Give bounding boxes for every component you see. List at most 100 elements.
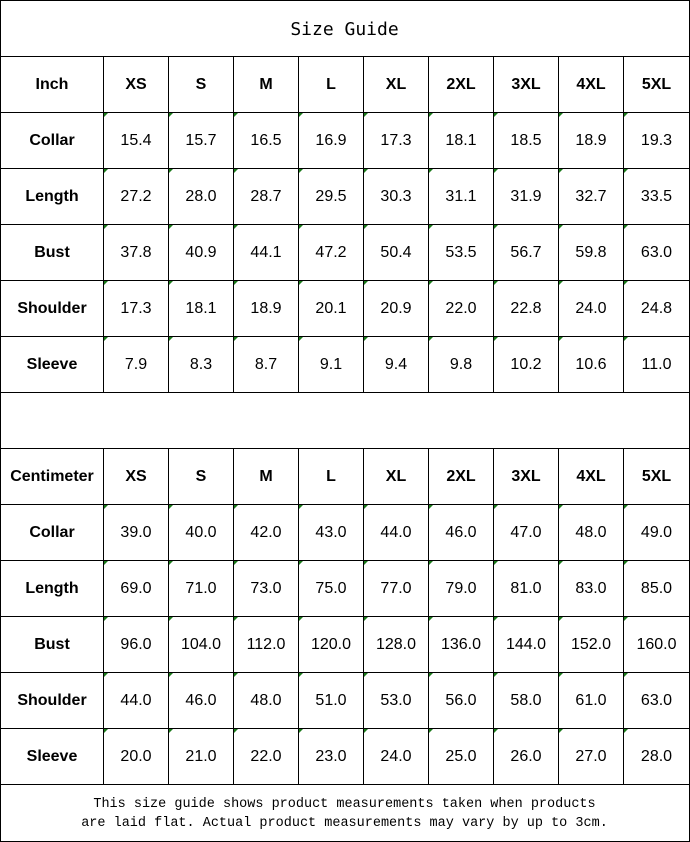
measurement-cell: 44.1 [233,224,299,281]
measurement-label: Shoulder [0,280,104,337]
measurement-cell: 28.7 [233,168,299,225]
measurement-cell: 47.0 [493,504,559,561]
unit-header: Inch [0,56,104,113]
measurement-cell: 46.0 [168,672,234,729]
measurement-cell: 18.5 [493,112,559,169]
measurement-cell: 58.0 [493,672,559,729]
measurement-cell: 47.2 [298,224,364,281]
measurement-cell: 33.5 [623,168,690,225]
measurement-cell: 15.4 [103,112,169,169]
measurement-cell: 24.8 [623,280,690,337]
measurement-cell: 20.9 [363,280,429,337]
measurement-cell: 43.0 [298,504,364,561]
measurement-cell: 40.0 [168,504,234,561]
measurement-cell: 59.8 [558,224,624,281]
size-header: 5XL [623,448,690,505]
size-header: XS [103,56,169,113]
measurement-cell: 11.0 [623,336,690,393]
measurement-label: Length [0,560,104,617]
table-row: Collar 15.4 15.7 16.5 16.9 17.3 18.1 18.5 18.9 19… [0,112,690,169]
size-header: 4XL [558,56,624,113]
measurement-cell: 9.4 [363,336,429,393]
size-header: 3XL [493,56,559,113]
size-header: S [168,56,234,113]
measurement-cell: 21.0 [168,728,234,785]
measurement-label: Bust [0,616,104,673]
size-header: XL [363,56,429,113]
measurement-cell: 25.0 [428,728,494,785]
page-title: Size Guide [290,19,399,40]
measurement-cell: 69.0 [103,560,169,617]
measurement-cell: 20.0 [103,728,169,785]
measurement-cell: 28.0 [623,728,690,785]
measurement-cell: 9.8 [428,336,494,393]
measurement-cell: 71.0 [168,560,234,617]
measurement-cell: 73.0 [233,560,299,617]
measurement-label: Collar [0,504,104,561]
measurement-cell: 22.0 [233,728,299,785]
measurement-cell: 26.0 [493,728,559,785]
footer-line-1: This size guide shows product measuremen… [93,797,596,812]
measurement-cell: 18.1 [168,280,234,337]
size-header: M [233,448,299,505]
unit-header: Centimeter [0,448,104,505]
measurement-cell: 17.3 [363,112,429,169]
measurement-cell: 96.0 [103,616,169,673]
footer-line-2: are laid flat. Actual product measuremen… [81,816,608,831]
measurement-cell: 29.5 [298,168,364,225]
measurement-cell: 75.0 [298,560,364,617]
size-header: L [298,56,364,113]
measurement-cell: 23.0 [298,728,364,785]
measurement-cell: 31.9 [493,168,559,225]
measurement-cell: 39.0 [103,504,169,561]
measurement-cell: 24.0 [558,280,624,337]
measurement-cell: 42.0 [233,504,299,561]
measurement-cell: 63.0 [623,672,690,729]
measurement-cell: 61.0 [558,672,624,729]
measurement-label: Bust [0,224,104,281]
measurement-cell: 51.0 [298,672,364,729]
measurement-cell: 46.0 [428,504,494,561]
size-header: 5XL [623,56,690,113]
measurement-cell: 16.5 [233,112,299,169]
size-header: XS [103,448,169,505]
measurement-cell: 18.9 [558,112,624,169]
measurement-cell: 27.0 [558,728,624,785]
measurement-cell: 18.1 [428,112,494,169]
measurement-cell: 120.0 [298,616,364,673]
measurement-label: Collar [0,112,104,169]
measurement-cell: 40.9 [168,224,234,281]
measurement-cell: 37.8 [103,224,169,281]
table-row: Length 27.2 28.0 28.7 29.5 30.3 31.1 31.9 32.7 33… [0,168,690,225]
measurement-cell: 17.3 [103,280,169,337]
table-row: Shoulder 17.3 18.1 18.9 20.1 20.9 22.0 22.8 24.0… [0,280,690,337]
measurement-cell: 53.5 [428,224,494,281]
measurement-cell: 32.7 [558,168,624,225]
size-header: L [298,448,364,505]
measurement-cell: 7.9 [103,336,169,393]
measurement-cell: 152.0 [558,616,624,673]
measurement-cell: 20.1 [298,280,364,337]
measurement-cell: 44.0 [103,672,169,729]
measurement-cell: 30.3 [363,168,429,225]
measurement-cell: 22.0 [428,280,494,337]
table-row: Bust 96.0 104.0 112.0 120.0 128.0 136.0 144.0 15… [0,616,690,673]
inch-size-table: Inch XS S M L XL 2XL 3XL 4XL 5XL Collar 15.4 15.7 16.… [0,56,690,393]
size-header: M [233,56,299,113]
table-row: Length 69.0 71.0 73.0 75.0 77.0 79.0 81.0 83.0 85… [0,560,690,617]
measurement-cell: 19.3 [623,112,690,169]
measurement-cell: 27.2 [103,168,169,225]
measurement-cell: 10.2 [493,336,559,393]
table-row: Sleeve 20.0 21.0 22.0 23.0 24.0 25.0 26.0 27.0 28… [0,728,690,785]
measurement-cell: 79.0 [428,560,494,617]
measurement-cell: 15.7 [168,112,234,169]
measurement-cell: 77.0 [363,560,429,617]
table-row: Shoulder 44.0 46.0 48.0 51.0 53.0 56.0 58.0 61.0… [0,672,690,729]
measurement-cell: 160.0 [623,616,690,673]
measurement-cell: 83.0 [558,560,624,617]
size-header: 2XL [428,448,494,505]
table-row: Collar 39.0 40.0 42.0 43.0 44.0 46.0 47.0 48.0 49… [0,504,690,561]
measurement-cell: 10.6 [558,336,624,393]
measurement-cell: 63.0 [623,224,690,281]
table-row: Bust 37.8 40.9 44.1 47.2 50.4 53.5 56.7 59.8 63.0 [0,224,690,281]
